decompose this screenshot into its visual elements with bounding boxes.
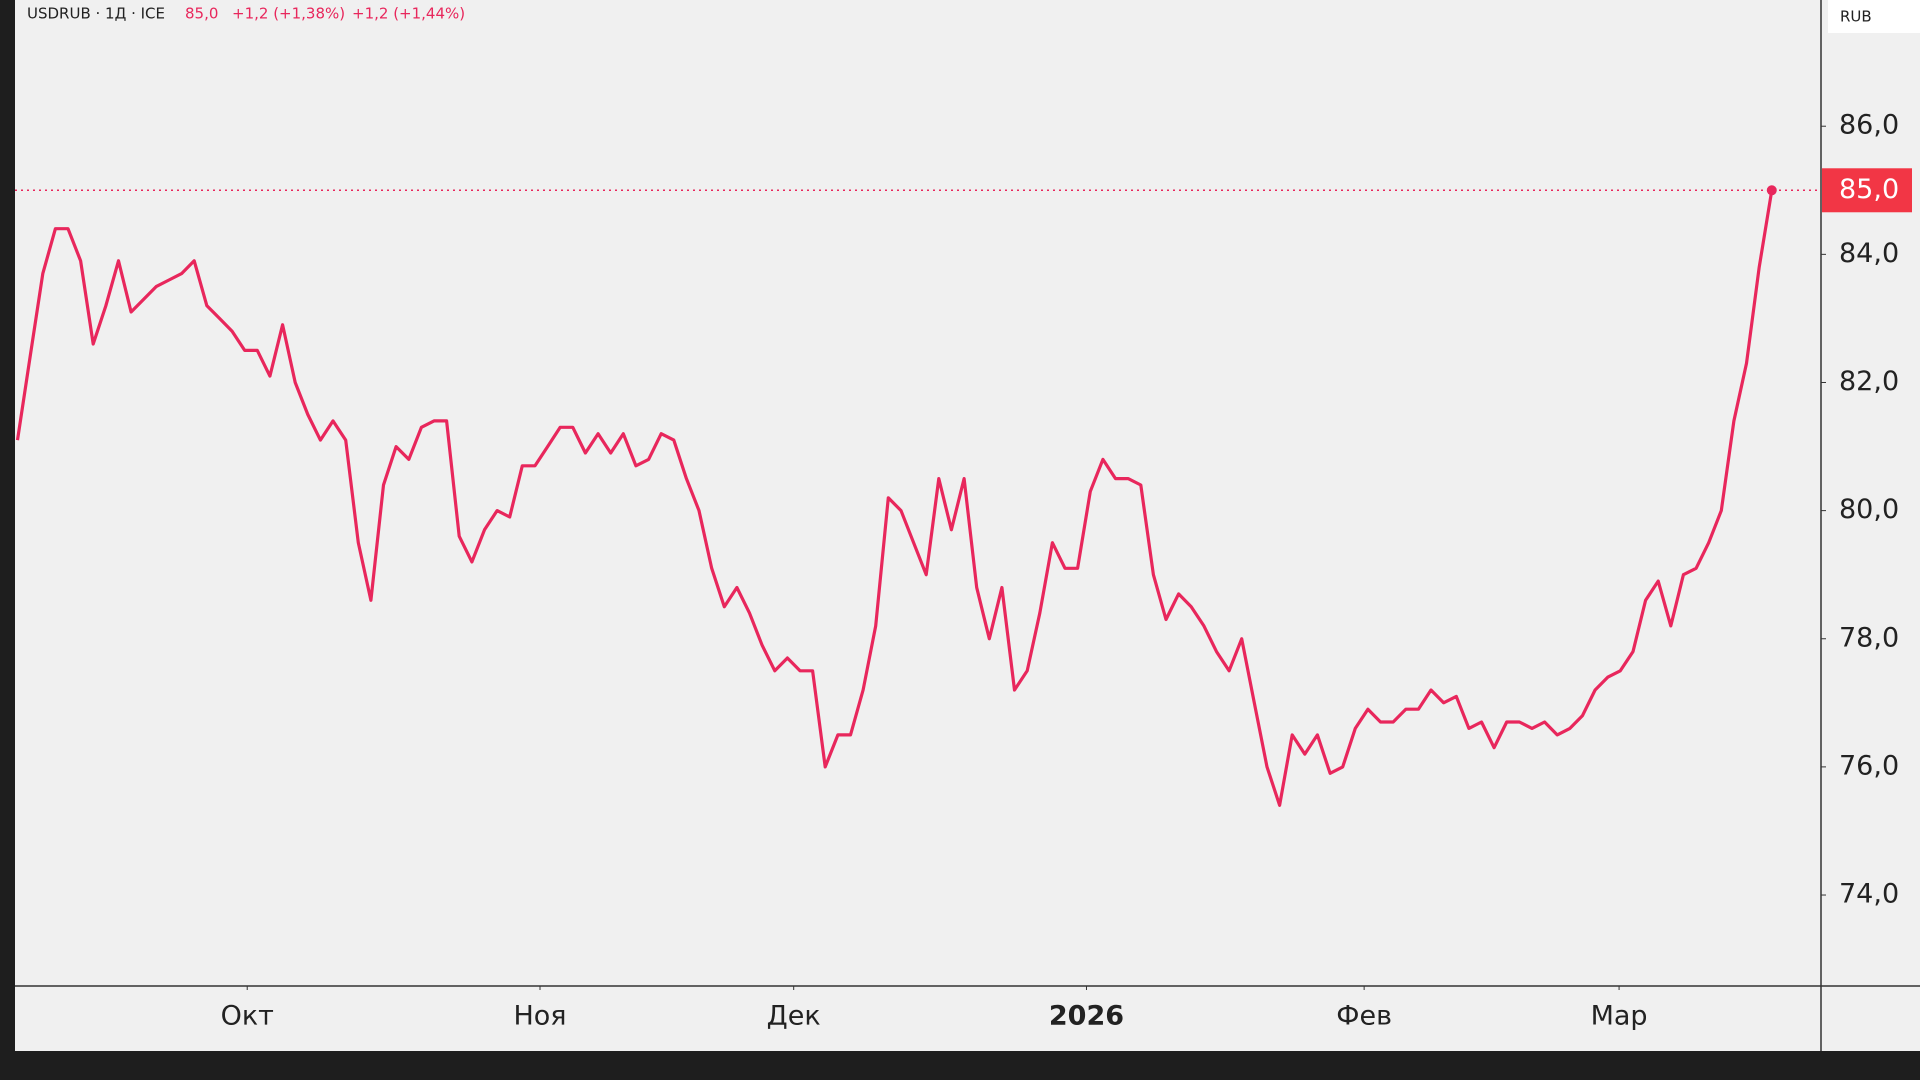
unit-box — [1828, 0, 1920, 33]
x-tick-label: Дек — [767, 1001, 821, 1032]
y-axis-panel — [1821, 0, 1920, 986]
y-tick-label: 84,0 — [1839, 238, 1899, 269]
change-alt: +1,2 (+1,44%) — [352, 5, 465, 23]
change: +1,2 (+1,38%) — [232, 5, 345, 23]
y-tick-label: 82,0 — [1839, 366, 1899, 397]
x-tick-label: Окт — [221, 1001, 274, 1032]
y-tick-label: 76,0 — [1839, 750, 1899, 781]
unit-label: RUB — [1840, 8, 1872, 26]
x-tick-label: Ноя — [513, 1001, 566, 1032]
x-tick-label: Мар — [1591, 1001, 1648, 1032]
last-price-label: 85,0 — [1839, 174, 1899, 205]
y-tick-label: 74,0 — [1839, 879, 1899, 910]
y-tick-label: 86,0 — [1839, 110, 1899, 141]
last-price-tag — [1822, 168, 1912, 213]
symbol: USDRUB · 1Д · ICE — [27, 5, 165, 23]
y-tick-label: 78,0 — [1839, 622, 1899, 653]
x-axis-panel — [15, 986, 1920, 1051]
x-tick-label: 2026 — [1049, 1001, 1124, 1032]
y-tick-label: 80,0 — [1839, 494, 1899, 525]
price: 85,0 — [185, 5, 218, 23]
last-point — [1766, 185, 1777, 196]
price-line — [15, 190, 1774, 807]
plot-area — [15, 0, 1821, 986]
x-tick-label: Фев — [1336, 1001, 1392, 1032]
